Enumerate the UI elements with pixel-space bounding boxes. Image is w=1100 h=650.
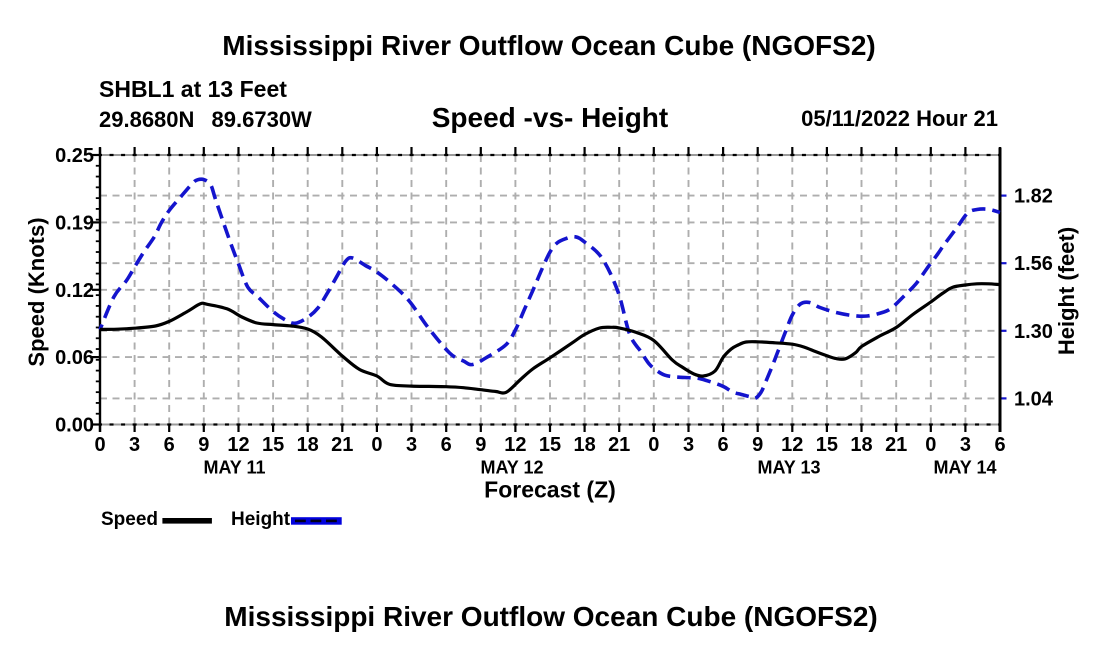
svg-text:9: 9: [475, 434, 486, 456]
svg-text:21: 21: [608, 434, 630, 456]
svg-text:6: 6: [441, 434, 452, 456]
svg-text:12: 12: [227, 434, 249, 456]
svg-text:21: 21: [885, 434, 907, 456]
svg-text:18: 18: [850, 434, 872, 456]
svg-text:Speed: Speed: [101, 509, 158, 530]
svg-text:15: 15: [539, 434, 561, 456]
svg-text:0: 0: [648, 434, 659, 456]
svg-text:Height: Height: [231, 509, 291, 530]
svg-text:Speed (Knots): Speed (Knots): [24, 217, 49, 366]
svg-text:1.56: 1.56: [1014, 253, 1053, 275]
svg-text:0.12: 0.12: [55, 280, 94, 302]
svg-text:15: 15: [816, 434, 838, 456]
svg-text:Forecast (Z): Forecast (Z): [484, 477, 616, 503]
svg-text:3: 3: [683, 434, 694, 456]
svg-text:3: 3: [406, 434, 417, 456]
svg-text:6: 6: [994, 434, 1005, 456]
svg-text:6: 6: [164, 434, 175, 456]
svg-text:18: 18: [573, 434, 595, 456]
svg-text:MAY 14: MAY 14: [933, 458, 996, 478]
svg-text:3: 3: [129, 434, 140, 456]
svg-text:1.30: 1.30: [1014, 321, 1053, 343]
svg-text:12: 12: [504, 434, 526, 456]
svg-text:MAY 12: MAY 12: [480, 458, 543, 478]
svg-text:0.00: 0.00: [55, 415, 94, 437]
svg-text:0.25: 0.25: [55, 145, 94, 167]
svg-text:21: 21: [331, 434, 353, 456]
svg-text:18: 18: [297, 434, 319, 456]
svg-text:Height (feet): Height (feet): [1054, 227, 1079, 355]
svg-text:Speed -vs- Height: Speed -vs- Height: [432, 102, 668, 133]
svg-text:29.8680N 89.6730W: 29.8680N 89.6730W: [99, 107, 312, 132]
svg-text:0: 0: [925, 434, 936, 456]
svg-text:15: 15: [262, 434, 284, 456]
svg-text:05/11/2022 Hour 21: 05/11/2022 Hour 21: [801, 106, 998, 131]
svg-text:SHBL1 at 13 Feet: SHBL1 at 13 Feet: [99, 76, 287, 102]
svg-text:1.04: 1.04: [1014, 388, 1054, 410]
svg-text:12: 12: [781, 434, 803, 456]
svg-text:0.06: 0.06: [55, 347, 94, 369]
svg-text:Mississippi River Outflow Ocea: Mississippi River Outflow Ocean Cube (NG…: [222, 30, 875, 61]
svg-text:9: 9: [752, 434, 763, 456]
svg-text:3: 3: [960, 434, 971, 456]
svg-text:MAY 11: MAY 11: [203, 458, 265, 478]
svg-text:0: 0: [94, 434, 105, 456]
svg-text:0.19: 0.19: [55, 212, 94, 234]
svg-text:Mississippi River Outflow Ocea: Mississippi River Outflow Ocean Cube (NG…: [224, 601, 877, 632]
svg-text:MAY 13: MAY 13: [757, 458, 820, 478]
svg-text:6: 6: [718, 434, 729, 456]
svg-text:1.82: 1.82: [1014, 186, 1053, 208]
svg-text:9: 9: [198, 434, 209, 456]
svg-text:0: 0: [371, 434, 382, 456]
